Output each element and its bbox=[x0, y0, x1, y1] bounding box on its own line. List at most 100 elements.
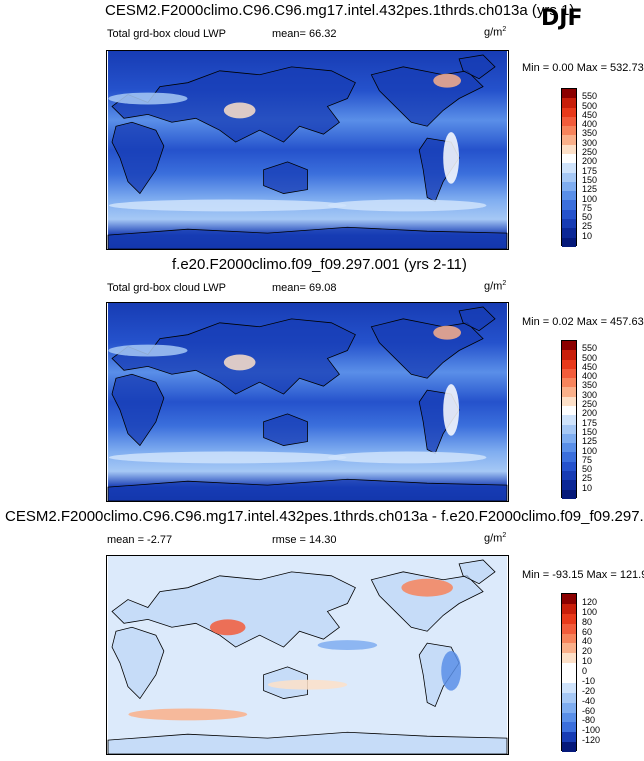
colorbar-swatch bbox=[562, 443, 576, 453]
coastline bbox=[107, 731, 508, 754]
min-max-label: Min = 0.02 Max = 457.63 bbox=[522, 316, 644, 328]
colorbar-tick-label: 150 bbox=[582, 426, 598, 437]
coastline bbox=[263, 413, 308, 446]
colorbar-tick-label: 10 bbox=[582, 656, 593, 667]
colorbar-swatch bbox=[562, 153, 576, 164]
colorbar-tick-label: 20 bbox=[582, 646, 593, 657]
min-max-label: Min = 0.00 Max = 532.73 bbox=[522, 62, 644, 74]
colorbar-tick-label: -40 bbox=[582, 695, 596, 706]
min-max-label: Min = -93.15 Max = 121.94 bbox=[522, 569, 644, 581]
colorbar-tick-label: 300 bbox=[582, 137, 598, 148]
colorbar-swatch bbox=[562, 89, 576, 99]
colorbar-tick-label: 100 bbox=[582, 193, 598, 204]
colorbar-swatch bbox=[562, 200, 576, 210]
colorbar-swatch bbox=[562, 415, 576, 425]
colorbar-swatch bbox=[562, 461, 576, 471]
colorbar-swatch bbox=[562, 368, 576, 379]
colorbar-swatch bbox=[562, 163, 576, 173]
colorbar-tick-label: -80 bbox=[582, 715, 596, 726]
colorbar-tick-label: 550 bbox=[582, 91, 598, 102]
colorbar-tick-label: 120 bbox=[582, 596, 598, 607]
colorbar-swatch bbox=[562, 603, 576, 614]
field-feature bbox=[443, 384, 460, 436]
colorbar-swatch bbox=[562, 613, 576, 624]
field-feature bbox=[108, 451, 347, 464]
colorbar-swatch bbox=[562, 653, 576, 664]
colorbar bbox=[561, 88, 577, 247]
colorbar-tick-label: 25 bbox=[582, 221, 593, 232]
colorbar-tick-label: 125 bbox=[582, 436, 598, 447]
units-exponent: 2 bbox=[502, 280, 507, 287]
colorbar-tick-label: 50 bbox=[582, 464, 593, 475]
map-plot bbox=[106, 50, 509, 250]
colorbar-swatch bbox=[562, 405, 576, 416]
colorbar-tick-label: 80 bbox=[582, 616, 593, 627]
colorbar-tick-label: 550 bbox=[582, 343, 598, 354]
field-feature bbox=[433, 73, 461, 88]
colorbar-tick-label: 350 bbox=[582, 128, 598, 139]
colorbar-swatch bbox=[562, 116, 576, 127]
colorbar-swatch bbox=[562, 144, 576, 154]
colorbar-swatch bbox=[562, 359, 576, 369]
colorbar-swatch bbox=[562, 673, 576, 683]
coastline bbox=[458, 559, 496, 585]
map-field bbox=[107, 303, 508, 501]
colorbar-swatch bbox=[562, 341, 576, 351]
units-exponent: 2 bbox=[502, 532, 507, 539]
colorbar-swatch bbox=[562, 228, 576, 238]
colorbar-tick-label: -100 bbox=[582, 725, 601, 736]
units-text: g/m bbox=[484, 280, 503, 293]
coastline bbox=[111, 373, 165, 447]
panel-title: CESM2.F2000climo.C96.C96.mg17.intel.432p… bbox=[5, 508, 644, 525]
colorbar-tick-label: 400 bbox=[582, 371, 598, 382]
colorbar-tick-label: 50 bbox=[582, 212, 593, 223]
colorbar-swatch bbox=[562, 623, 576, 634]
field-feature bbox=[443, 132, 460, 184]
colorbar-swatch bbox=[562, 722, 576, 733]
colorbar-swatch bbox=[562, 433, 576, 444]
coastline bbox=[107, 478, 508, 501]
colorbar-tick-label: 350 bbox=[582, 380, 598, 391]
field-feature bbox=[108, 92, 188, 105]
colorbar-tick-label: 200 bbox=[582, 408, 598, 419]
variable-label: Total grd-box cloud LWP bbox=[107, 28, 227, 40]
coastline bbox=[263, 161, 308, 194]
colorbar-swatch bbox=[562, 424, 576, 434]
colorbar-swatch bbox=[562, 633, 576, 644]
colorbar-swatch bbox=[562, 663, 576, 673]
colorbar-tick-label: 75 bbox=[582, 202, 593, 213]
colorbar-swatch bbox=[562, 172, 576, 182]
colorbar-swatch bbox=[562, 396, 576, 406]
colorbar-swatch bbox=[562, 350, 576, 360]
colorbar-swatch bbox=[562, 692, 576, 703]
colorbar-tick-label: 10 bbox=[582, 230, 593, 241]
colorbar-tick-label: -20 bbox=[582, 685, 596, 696]
colorbar-tick-label: 500 bbox=[582, 352, 598, 363]
mean-value: mean= 66.32 bbox=[272, 28, 337, 40]
colorbar-tick-label: 40 bbox=[582, 636, 593, 647]
variable-label: Total grd-box cloud LWP bbox=[107, 282, 227, 294]
colorbar-swatch bbox=[562, 594, 576, 604]
colorbar-swatch bbox=[562, 742, 576, 752]
field-feature bbox=[108, 344, 188, 357]
map-plot bbox=[106, 302, 509, 502]
coastline bbox=[111, 121, 165, 195]
colorbar-tick-label: 400 bbox=[582, 119, 598, 130]
colorbar-tick-label: 175 bbox=[582, 165, 598, 176]
colorbar-tick-label: 25 bbox=[582, 473, 593, 484]
colorbar-tick-label: 100 bbox=[582, 445, 598, 456]
colorbar-tick-label: 250 bbox=[582, 399, 598, 410]
field-feature bbox=[267, 679, 348, 690]
units-exponent: 2 bbox=[502, 26, 507, 33]
mean-value: mean= 69.08 bbox=[272, 282, 337, 294]
field-feature bbox=[223, 354, 256, 371]
colorbar-tick-label: 60 bbox=[582, 626, 593, 637]
colorbar-tick-label: 250 bbox=[582, 147, 598, 158]
colorbar-swatch bbox=[562, 98, 576, 108]
coastline bbox=[107, 226, 508, 249]
map-field bbox=[107, 556, 508, 754]
rmse-value: rmse = 14.30 bbox=[272, 534, 337, 546]
field-feature bbox=[441, 651, 462, 691]
colorbar-tick-label: 150 bbox=[582, 174, 598, 185]
